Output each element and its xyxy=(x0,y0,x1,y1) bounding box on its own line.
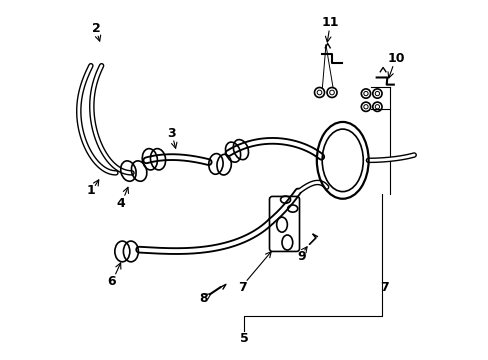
Text: 7: 7 xyxy=(380,282,388,294)
Text: 2: 2 xyxy=(92,22,101,35)
Text: 11: 11 xyxy=(321,16,338,29)
Text: 8: 8 xyxy=(199,292,207,305)
Text: 6: 6 xyxy=(107,275,116,288)
Text: 4: 4 xyxy=(117,197,125,210)
Text: 7: 7 xyxy=(238,282,246,294)
Text: 1: 1 xyxy=(86,184,95,197)
Text: 5: 5 xyxy=(240,333,248,346)
Text: 9: 9 xyxy=(297,250,305,263)
Text: 10: 10 xyxy=(387,52,404,65)
Text: 3: 3 xyxy=(166,127,175,140)
